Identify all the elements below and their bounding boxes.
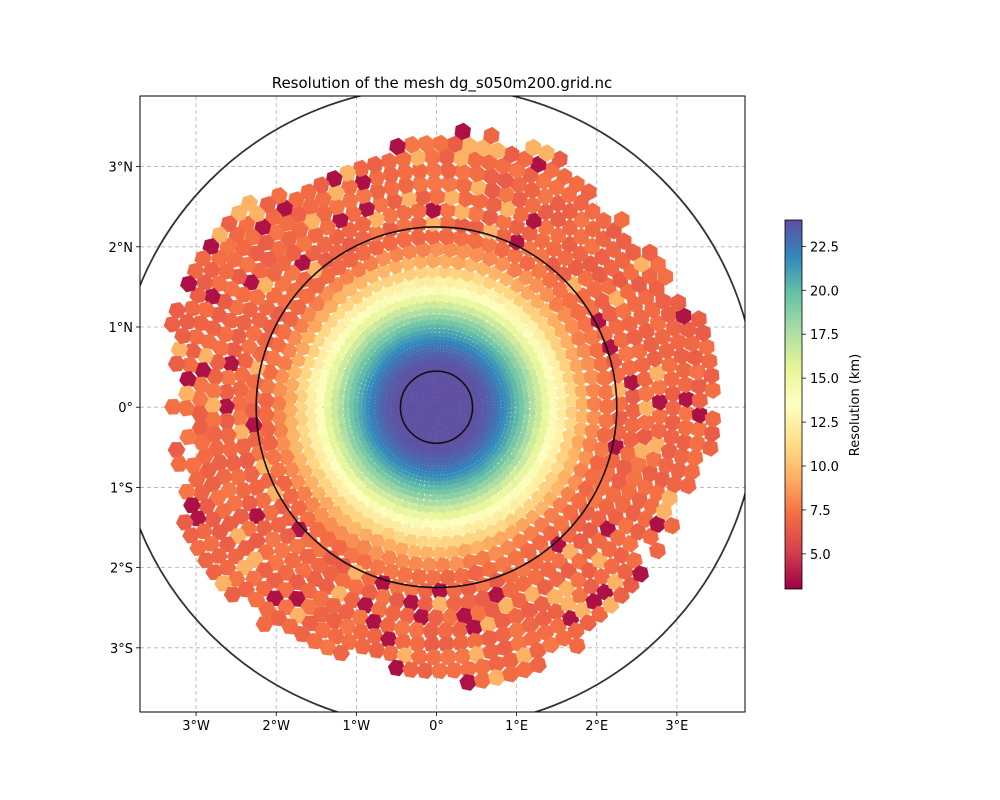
- colorbar-tick-label: 22.5: [810, 240, 839, 255]
- x-tick-label: 3°W: [182, 719, 210, 734]
- mesh-cell: [704, 410, 722, 428]
- mesh-cell: [473, 671, 492, 689]
- mesh-cell: [391, 414, 396, 418]
- mesh-cell: [391, 412, 395, 415]
- mesh-cell: [392, 416, 396, 420]
- mesh-cell: [170, 456, 189, 472]
- colorbar-tick-label: 15.0: [810, 372, 839, 387]
- x-tick-label: 2°W: [262, 719, 290, 734]
- mesh-cell: [380, 152, 398, 171]
- mesh-cell: [170, 341, 189, 358]
- x-axis: 3°W 2°W 1°W 0° 1°E 2°E 3°E: [182, 712, 688, 734]
- mesh-cell: [405, 410, 409, 413]
- mesh-cell: [352, 159, 370, 178]
- mesh-cell: [177, 385, 196, 403]
- colorbar-tick-label: 12.5: [810, 416, 839, 431]
- mesh-cell: [382, 645, 400, 662]
- mesh-cell: [436, 383, 440, 387]
- y-tick-label: 0°: [118, 401, 133, 416]
- y-tick-label: 1°S: [110, 481, 133, 496]
- x-tick-label: 1°E: [505, 719, 528, 734]
- mesh-cell: [403, 135, 421, 154]
- mesh-cell: [529, 656, 547, 674]
- x-tick-label: 3°E: [665, 719, 688, 734]
- x-tick-label: 1°W: [343, 719, 371, 734]
- colorbar-ticks: 5.0 7.5 10.0 12.5 15.0 17.5 20.0 22.5: [802, 240, 839, 563]
- mesh-cell: [379, 617, 397, 634]
- mesh-cell: [389, 137, 406, 156]
- mesh-cell: [179, 370, 197, 388]
- colorbar-tick-label: 17.5: [810, 328, 839, 343]
- mesh-cell: [367, 642, 386, 659]
- mesh-cell: [163, 315, 182, 333]
- x-tick-label: 2°E: [585, 719, 608, 734]
- y-tick-label: 3°N: [109, 161, 134, 176]
- y-tick-label: 2°N: [109, 241, 134, 256]
- mesh-cell: [164, 398, 182, 415]
- colorbar-tick-label: 7.5: [810, 504, 831, 519]
- plot-area: [139, 95, 746, 713]
- colorbar-tick-label: 10.0: [810, 460, 839, 475]
- colorbar-label: Resolution (km): [848, 354, 863, 456]
- mesh-cell: [663, 516, 681, 535]
- mesh-cell: [454, 162, 472, 181]
- y-axis: 3°N 2°N 1°N 0° 1°S 2°S 3°S: [109, 161, 140, 657]
- colorbar: 5.0 7.5 10.0 12.5 15.0 17.5 20.0 22.5 Resolutio…: [784, 219, 863, 590]
- x-tick-label: 0°: [429, 719, 444, 734]
- mesh-cells: [163, 122, 722, 691]
- mesh-cell: [468, 164, 486, 183]
- colorbar-tick-label: 5.0: [810, 548, 831, 563]
- mesh-cell: [445, 431, 449, 435]
- mesh-cell: [417, 134, 435, 153]
- y-tick-label: 2°S: [110, 562, 133, 577]
- y-tick-label: 3°S: [110, 642, 133, 657]
- mesh-cell: [686, 448, 704, 467]
- mesh-cell: [459, 673, 477, 691]
- mesh-cell: [168, 301, 186, 319]
- colorbar-tick-label: 20.0: [810, 284, 839, 299]
- mesh-cell: [167, 441, 186, 458]
- colorbar-ramp: [784, 219, 803, 590]
- mesh-cell: [366, 155, 384, 174]
- chart-title: Resolution of the mesh dg_s050m200.grid.…: [272, 74, 613, 93]
- mesh-cell: [167, 355, 186, 372]
- mesh-cell: [416, 662, 435, 680]
- y-tick-label: 1°N: [109, 321, 134, 336]
